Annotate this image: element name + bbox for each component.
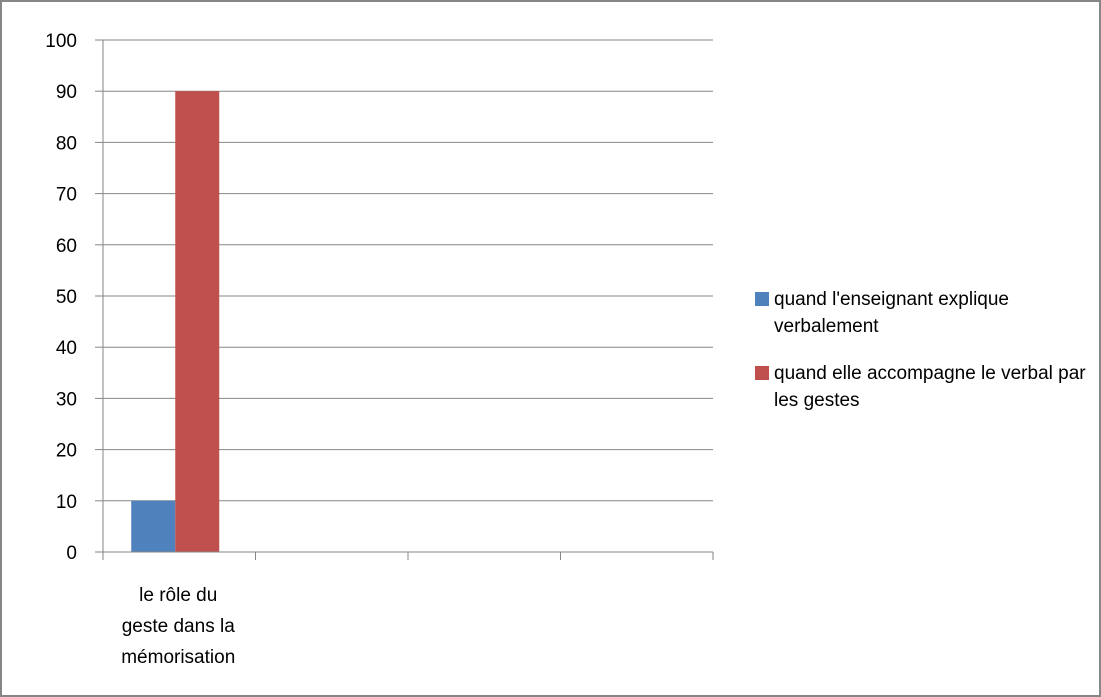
- y-tick-label: 40: [56, 338, 77, 359]
- axes: [95, 39, 714, 560]
- legend: quand l'enseignant explique verbalement …: [755, 286, 1095, 434]
- y-tick-label: 50: [56, 287, 77, 308]
- legend-item-series-2: quand elle accompagne le verbal par les …: [755, 360, 1095, 414]
- y-tick-label: 20: [56, 441, 77, 462]
- y-tick-label: 80: [56, 133, 77, 154]
- y-tick-label: 10: [56, 492, 77, 513]
- y-tick-label: 70: [56, 185, 77, 206]
- y-tick-label: 100: [45, 31, 77, 52]
- y-tick-label: 0: [66, 543, 77, 564]
- legend-swatch-series-2: [755, 366, 769, 380]
- y-tick-labels: 0 10 20 30 40 50 60 70 80 90 100: [45, 31, 77, 564]
- y-tick-label: 30: [56, 389, 77, 410]
- legend-swatch-series-1: [755, 292, 769, 306]
- y-tick-label: 60: [56, 236, 77, 257]
- bar-series-2: [175, 91, 220, 552]
- x-category-label: le rôle du geste dans la mémorisation: [121, 585, 235, 668]
- y-tick-label: 90: [56, 82, 77, 103]
- legend-item-series-1: quand l'enseignant explique verbalement: [755, 286, 1095, 340]
- legend-label-series-1: quand l'enseignant explique verbalement: [774, 289, 1009, 337]
- legend-label-series-2: quand elle accompagne le verbal par les …: [774, 363, 1086, 411]
- bar-series-1: [131, 500, 176, 552]
- x-category-labels: le rôle du geste dans la mémorisation: [121, 585, 235, 668]
- bars: [131, 91, 220, 552]
